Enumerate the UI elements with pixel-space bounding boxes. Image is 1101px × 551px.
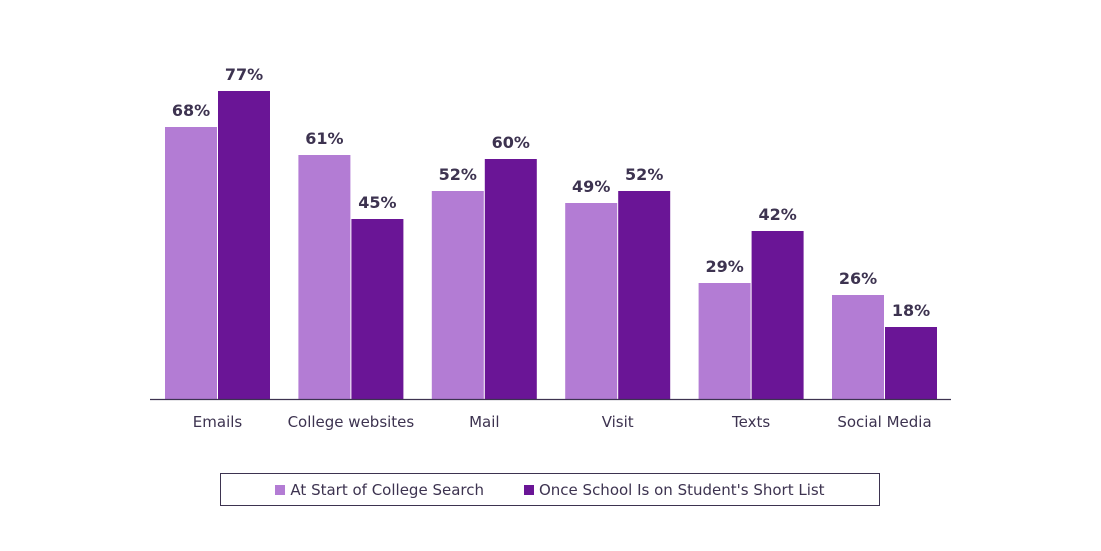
legend-label-series-0: At Start of College Search: [290, 480, 484, 499]
bar-series-0-emails: [165, 127, 217, 399]
legend-swatch-series-0: [275, 484, 286, 495]
data-label-series-1-visit: 52%: [625, 165, 663, 184]
bar-series-1-mail: [484, 159, 537, 399]
data-label-series-0-mail: 52%: [439, 165, 477, 184]
bar-series-1-texts: [751, 231, 804, 399]
legend-label-series-1: Once School Is on Student's Short List: [538, 480, 825, 499]
legend: At Start of College Search Once School I…: [220, 473, 880, 506]
bar-series-1-college-websites: [351, 219, 404, 399]
data-label-series-1-emails: 77%: [225, 65, 263, 84]
bar-series-1-social-media: [885, 327, 937, 399]
legend-item-series-1: Once School Is on Student's Short List: [523, 480, 825, 499]
data-label-series-1-mail: 60%: [492, 133, 530, 152]
data-label-series-0-texts: 29%: [705, 257, 743, 276]
legend-item-series-0: At Start of College Search: [275, 481, 484, 499]
bar-series-1-emails: [218, 91, 270, 399]
data-label-series-1-texts: 42%: [758, 205, 796, 224]
data-label-series-1-college-websites: 45%: [358, 193, 396, 212]
category-label-social-media: Social Media: [837, 413, 931, 431]
data-label-series-0-college-websites: 61%: [305, 129, 343, 148]
data-label-series-0-social-media: 26%: [839, 269, 877, 288]
category-label-visit: Visit: [602, 413, 634, 431]
legend-swatch-series-1: [523, 484, 534, 495]
category-label-mail: Mail: [469, 413, 499, 431]
bar-series-0-social-media: [832, 295, 884, 399]
data-label-series-1-social-media: 18%: [892, 301, 930, 320]
bar-series-1-visit: [618, 191, 671, 399]
data-label-series-0-visit: 49%: [572, 177, 610, 196]
bar-series-0-texts: [698, 283, 751, 399]
category-label-texts: Texts: [731, 413, 770, 431]
bar-series-0-visit: [565, 203, 618, 399]
category-label-emails: Emails: [193, 413, 243, 431]
bar-series-0-college-websites: [298, 155, 351, 399]
bar-series-0-mail: [431, 191, 484, 399]
data-label-series-0-emails: 68%: [172, 101, 210, 120]
category-label-college-websites: College websites: [288, 413, 415, 431]
